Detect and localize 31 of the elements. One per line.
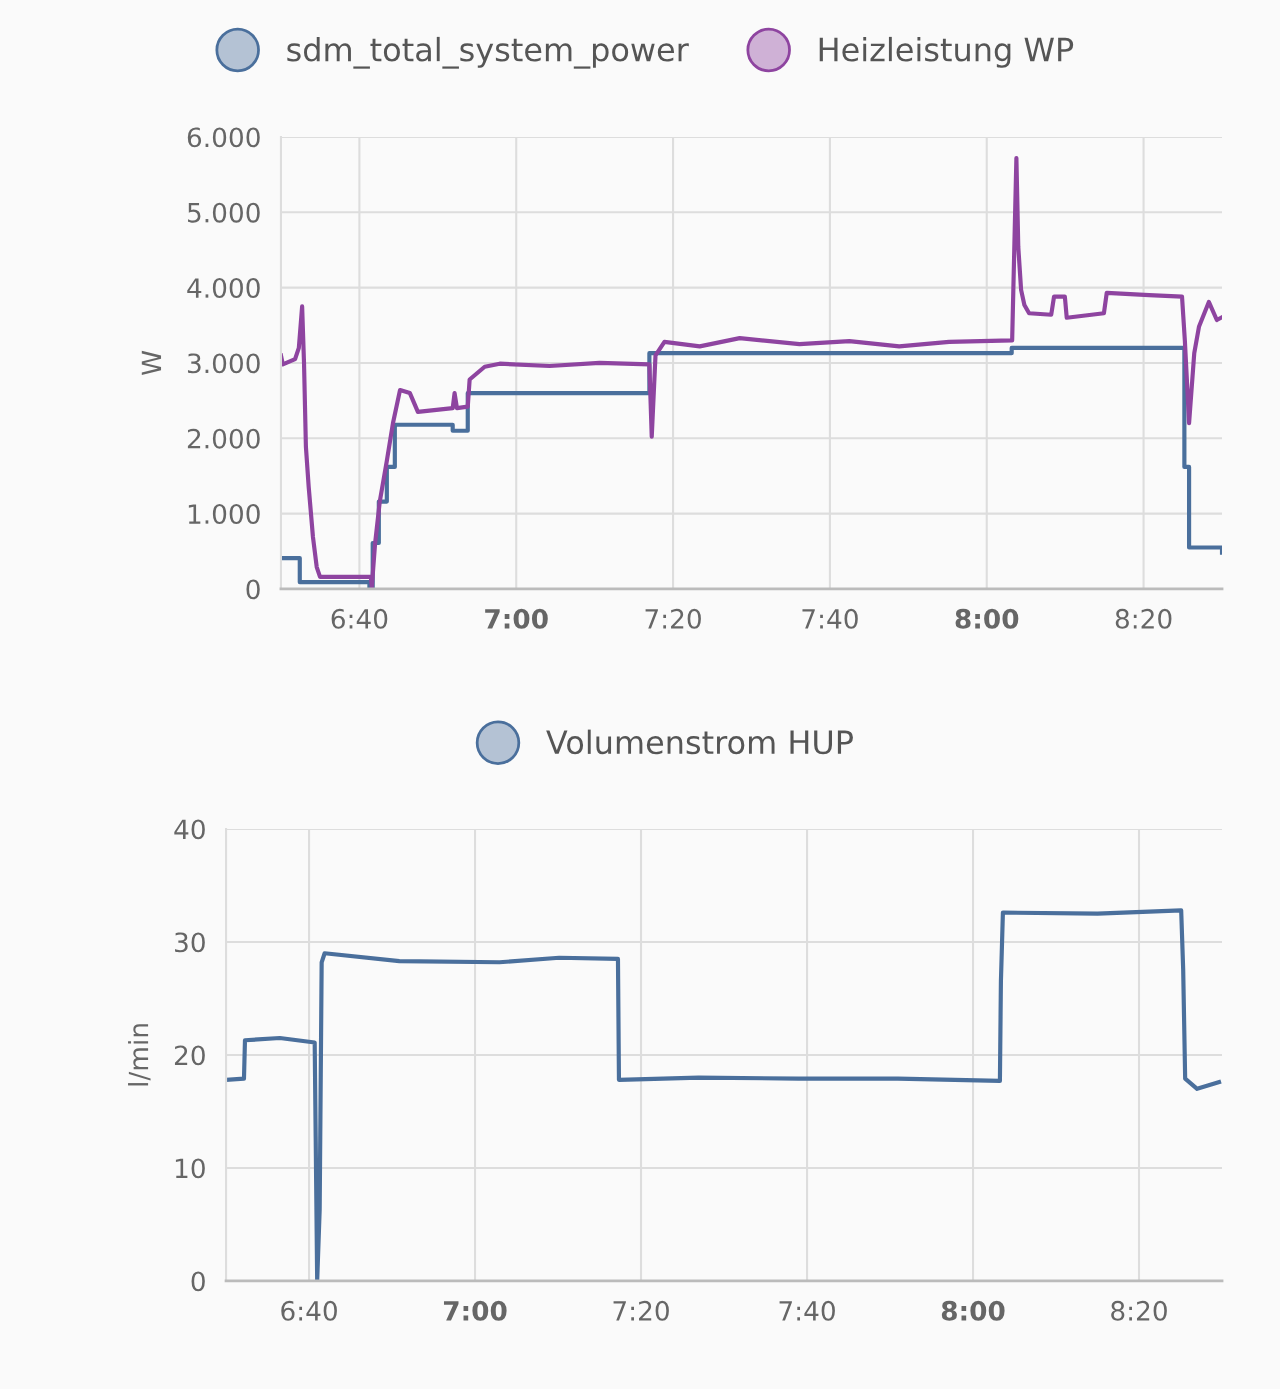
- x-tick-label: 8:00: [955, 608, 1019, 629]
- y-tick-label: 1.000: [188, 504, 260, 525]
- y-axis-title: W: [141, 350, 162, 376]
- x-tick-label: 7:20: [613, 1300, 669, 1321]
- x-tick-label: 7:40: [779, 1300, 835, 1321]
- x-tick-label: 8:00: [941, 1300, 1005, 1321]
- line-series: [226, 908, 1222, 1281]
- y-tick-label: 0: [191, 1271, 205, 1292]
- y-tick-label: 2.000: [187, 428, 260, 449]
- legend-label: Volumenstrom HUP: [546, 729, 853, 755]
- y-tick-label: 3.000: [187, 353, 260, 374]
- x-tick-label: 7:40: [802, 608, 858, 629]
- x-tick-label: 7:00: [485, 608, 548, 629]
- y-tick-label: 20: [174, 1045, 205, 1066]
- line-series: [280, 155, 1223, 589]
- y-tick-label: 4.000: [187, 278, 260, 299]
- x-tick-label: 7:20: [645, 608, 701, 629]
- legend-label: Heizleistung WP: [819, 36, 1074, 68]
- x-tick-label: 8:20: [1111, 1300, 1167, 1321]
- x-tick-label: 8:20: [1115, 608, 1172, 629]
- x-tick-label: 7:00: [443, 1300, 507, 1321]
- y-axis-title: l/min: [128, 1024, 151, 1086]
- x-tick-label: 6:40: [331, 608, 388, 629]
- x-tick-label: 6:40: [281, 1300, 337, 1321]
- y-tick-label: 10: [175, 1158, 205, 1179]
- legend-label: sdm_total_system_power: [287, 36, 689, 69]
- y-tick-label: 6.000: [187, 127, 260, 148]
- y-tick-label: 5.000: [188, 202, 260, 223]
- y-tick-label: 0: [246, 579, 260, 600]
- y-tick-label: 30: [175, 932, 205, 953]
- y-tick-label: 40: [174, 819, 205, 840]
